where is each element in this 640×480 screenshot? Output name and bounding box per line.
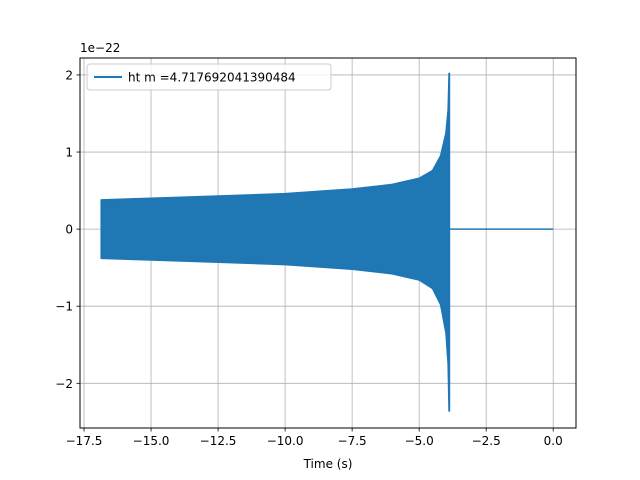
series-layer <box>100 72 554 412</box>
plot-frame <box>79 57 577 429</box>
legend: ht m =4.717692041390484 <box>86 63 332 91</box>
x-tick-label: −15.0 <box>133 434 170 448</box>
x-tick-label: −17.5 <box>66 434 103 448</box>
x-tick-label: −5.0 <box>405 434 434 448</box>
legend-box <box>86 63 332 91</box>
x-tick-label: −2.5 <box>472 434 501 448</box>
x-axis-ticks: −17.5 −15.0 −12.5 −10.0 −7.5 −5.0 −2.5 0.0 <box>66 428 563 448</box>
x-tick-label: −12.5 <box>200 434 237 448</box>
y-tick-label: 0 <box>65 223 73 237</box>
y-axis-ticks: −2 −1 0 1 2 <box>55 68 80 391</box>
x-axis-label: Time (s) <box>303 457 353 471</box>
y-tick-label: 1 <box>65 146 73 160</box>
waveform-oscillation-band <box>100 72 451 412</box>
x-tick-label: −7.5 <box>338 434 367 448</box>
y-tick-label: 2 <box>65 68 73 82</box>
legend-label: ht m =4.717692041390484 <box>128 71 296 85</box>
y-offset-label: 1e−22 <box>80 41 120 55</box>
x-tick-label: −10.0 <box>267 434 304 448</box>
y-tick-label: −2 <box>55 377 73 391</box>
y-tick-label: −1 <box>55 300 73 314</box>
x-tick-label: 0.0 <box>544 434 563 448</box>
